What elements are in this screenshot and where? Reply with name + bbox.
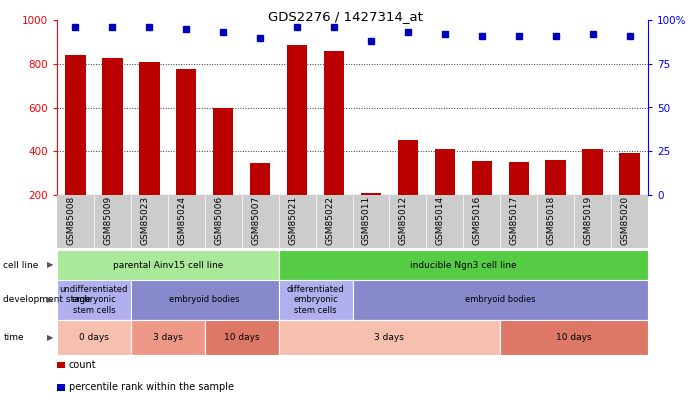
Text: GSM85020: GSM85020 bbox=[621, 196, 630, 245]
Text: differentiated
embryonic
stem cells: differentiated embryonic stem cells bbox=[287, 285, 344, 315]
Text: GSM85018: GSM85018 bbox=[547, 196, 556, 245]
Text: 10 days: 10 days bbox=[556, 333, 592, 342]
Bar bbox=[139, 62, 160, 239]
Text: 3 days: 3 days bbox=[153, 333, 182, 342]
Text: undifferentiated
embryonic
stem cells: undifferentiated embryonic stem cells bbox=[59, 285, 128, 315]
Text: embryoid bodies: embryoid bodies bbox=[465, 296, 536, 305]
Text: embryoid bodies: embryoid bodies bbox=[169, 296, 240, 305]
Text: GSM85006: GSM85006 bbox=[214, 196, 223, 245]
Text: ▶: ▶ bbox=[47, 333, 53, 342]
Bar bbox=[398, 140, 418, 239]
Bar bbox=[324, 51, 344, 239]
Bar bbox=[102, 58, 122, 239]
Text: parental Ainv15 cell line: parental Ainv15 cell line bbox=[113, 260, 223, 269]
Text: GSM85014: GSM85014 bbox=[436, 196, 445, 245]
Text: 0 days: 0 days bbox=[79, 333, 109, 342]
Bar bbox=[287, 45, 307, 239]
Text: GDS2276 / 1427314_at: GDS2276 / 1427314_at bbox=[268, 10, 423, 23]
Text: GSM85023: GSM85023 bbox=[140, 196, 149, 245]
Bar bbox=[361, 193, 381, 239]
Text: 3 days: 3 days bbox=[375, 333, 404, 342]
Text: GSM85021: GSM85021 bbox=[288, 196, 297, 245]
Bar bbox=[472, 161, 492, 239]
Bar bbox=[66, 55, 86, 239]
Text: GSM85016: GSM85016 bbox=[473, 196, 482, 245]
Bar bbox=[619, 153, 640, 239]
Bar bbox=[545, 160, 566, 239]
Bar bbox=[176, 69, 196, 239]
Bar bbox=[583, 149, 603, 239]
Text: inducible Ngn3 cell line: inducible Ngn3 cell line bbox=[410, 260, 517, 269]
Text: ▶: ▶ bbox=[47, 260, 53, 269]
Text: GSM85007: GSM85007 bbox=[251, 196, 260, 245]
Text: 10 days: 10 days bbox=[224, 333, 260, 342]
Text: development stage: development stage bbox=[3, 296, 91, 305]
Bar bbox=[435, 149, 455, 239]
Text: cell line: cell line bbox=[3, 260, 39, 269]
Text: ▶: ▶ bbox=[47, 296, 53, 305]
Text: GSM85019: GSM85019 bbox=[584, 196, 593, 245]
Text: GSM85017: GSM85017 bbox=[510, 196, 519, 245]
Text: percentile rank within the sample: percentile rank within the sample bbox=[68, 382, 234, 392]
Text: time: time bbox=[3, 333, 24, 342]
Text: count: count bbox=[68, 360, 96, 370]
Text: GSM85022: GSM85022 bbox=[325, 196, 334, 245]
Text: GSM85024: GSM85024 bbox=[178, 196, 187, 245]
Text: GSM85008: GSM85008 bbox=[66, 196, 75, 245]
Bar bbox=[250, 163, 270, 239]
Bar bbox=[509, 162, 529, 239]
Text: GSM85009: GSM85009 bbox=[104, 196, 113, 245]
Text: GSM85012: GSM85012 bbox=[399, 196, 408, 245]
Bar bbox=[213, 107, 234, 239]
Text: GSM85011: GSM85011 bbox=[362, 196, 371, 245]
